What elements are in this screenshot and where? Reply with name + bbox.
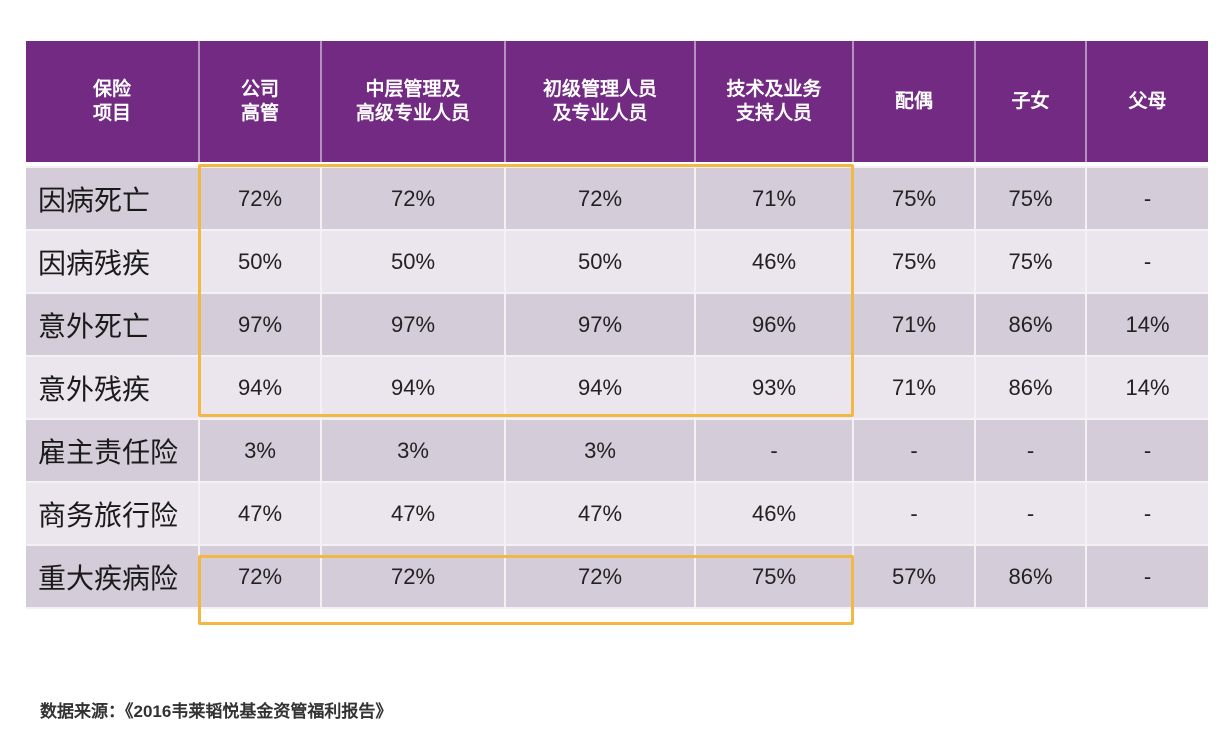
column-header: 中层管理及 高级专业人员 — [322, 41, 506, 162]
column-header-line: 配偶 — [894, 90, 933, 112]
column-header-line: 高管 — [240, 102, 279, 124]
table-cell: 46% — [696, 483, 854, 546]
column-header-line: 中层管理及 — [365, 78, 461, 100]
table-cell: - — [976, 420, 1087, 483]
table-cell: 72% — [506, 546, 696, 609]
row-label: 重大疾病险 — [26, 546, 200, 609]
table-cell: 94% — [506, 357, 696, 420]
table-cell: 94% — [322, 357, 506, 420]
column-header: 初级管理人员 及专业人员 — [506, 41, 696, 162]
table-cell: - — [854, 483, 976, 546]
table-cell: 47% — [506, 483, 696, 546]
column-header: 配偶 — [854, 41, 976, 162]
table-cell: 50% — [200, 231, 322, 294]
table-cell: 75% — [976, 231, 1087, 294]
table-cell: 71% — [854, 294, 976, 357]
table-cell: 50% — [322, 231, 506, 294]
table-cell: 47% — [322, 483, 506, 546]
table-cell: 97% — [322, 294, 506, 357]
table-cell: 75% — [696, 546, 854, 609]
column-header-line: 及专业人员 — [552, 102, 648, 124]
table-row: 因病死亡 72% 72% 72% 71% 75% 75% - — [26, 168, 1208, 231]
column-header-line: 初级管理人员 — [542, 78, 657, 100]
table-cell: 72% — [200, 546, 322, 609]
table-cell: 75% — [854, 231, 976, 294]
column-header: 子女 — [976, 41, 1087, 162]
table-row: 意外死亡 97% 97% 97% 96% 71% 86% 14% — [26, 294, 1208, 357]
table-row: 意外残疾 94% 94% 94% 93% 71% 86% 14% — [26, 357, 1208, 420]
table-cell: 96% — [696, 294, 854, 357]
column-header-line: 支持人员 — [735, 102, 812, 124]
table-cell: - — [854, 420, 976, 483]
table-cell: 50% — [506, 231, 696, 294]
column-header: 公司 高管 — [200, 41, 322, 162]
column-header-line: 保险 — [92, 78, 131, 100]
insurance-coverage-table: 保险 项目 公司 高管 中层管理及 高级专业人员 初级管理人员 及专业人员 技术及业务 支持人员配… — [26, 41, 1208, 609]
table-cell: 3% — [200, 420, 322, 483]
table-cell: 72% — [200, 168, 322, 231]
table-cell: 75% — [976, 168, 1087, 231]
table-cell: 71% — [854, 357, 976, 420]
table-cell: 14% — [1087, 357, 1208, 420]
table-cell: 57% — [854, 546, 976, 609]
row-label: 意外死亡 — [26, 294, 200, 357]
table-row: 商务旅行险 47% 47% 47% 46% - - - — [26, 483, 1208, 546]
table-row: 雇主责任险 3% 3% 3% - - - - — [26, 420, 1208, 483]
table-cell: 14% — [1087, 294, 1208, 357]
column-header-line: 子女 — [1011, 90, 1050, 112]
column-header: 父母 — [1087, 41, 1208, 162]
table-cell: 97% — [200, 294, 322, 357]
table-cell: - — [1087, 546, 1208, 609]
row-label: 因病残疾 — [26, 231, 200, 294]
table-cell: - — [1087, 483, 1208, 546]
column-header-line: 公司 — [240, 78, 279, 100]
row-label: 商务旅行险 — [26, 483, 200, 546]
table-cell: 93% — [696, 357, 854, 420]
row-label: 因病死亡 — [26, 168, 200, 231]
table-row: 重大疾病险 72% 72% 72% 75% 57% 86% - — [26, 546, 1208, 609]
table-cell: 86% — [976, 294, 1087, 357]
table-cell: 97% — [506, 294, 696, 357]
table-cell: 46% — [696, 231, 854, 294]
data-source-note: 数据来源：《2016韦莱韬悦基金资管福利报告》 — [40, 702, 393, 721]
table-cell: 3% — [322, 420, 506, 483]
table-cell: 86% — [976, 357, 1087, 420]
table-cell: 47% — [200, 483, 322, 546]
table-cell: - — [976, 483, 1087, 546]
table-cell: - — [1087, 231, 1208, 294]
table-cell: 72% — [322, 168, 506, 231]
row-label: 意外残疾 — [26, 357, 200, 420]
table-row: 因病残疾 50% 50% 50% 46% 75% 75% - — [26, 231, 1208, 294]
column-header-line: 父母 — [1128, 90, 1167, 112]
table-cell: 94% — [200, 357, 322, 420]
column-header: 技术及业务 支持人员 — [696, 41, 854, 162]
column-header-line: 高级专业人员 — [355, 102, 470, 124]
table-cell: 3% — [506, 420, 696, 483]
table-cell: 71% — [696, 168, 854, 231]
row-label: 雇主责任险 — [26, 420, 200, 483]
table-cell: 72% — [506, 168, 696, 231]
table-cell: - — [1087, 420, 1208, 483]
table-cell: 75% — [854, 168, 976, 231]
header-row: 保险 项目 公司 高管 中层管理及 高级专业人员 初级管理人员 及专业人员 技术及业务 支持人员配… — [26, 41, 1208, 162]
table-cell: - — [1087, 168, 1208, 231]
table-cell: 72% — [322, 546, 506, 609]
column-header-line: 技术及业务 — [726, 78, 822, 100]
table-cell: - — [696, 420, 854, 483]
column-header: 保险 项目 — [26, 41, 200, 162]
column-header-line: 项目 — [92, 102, 131, 124]
table-cell: 86% — [976, 546, 1087, 609]
